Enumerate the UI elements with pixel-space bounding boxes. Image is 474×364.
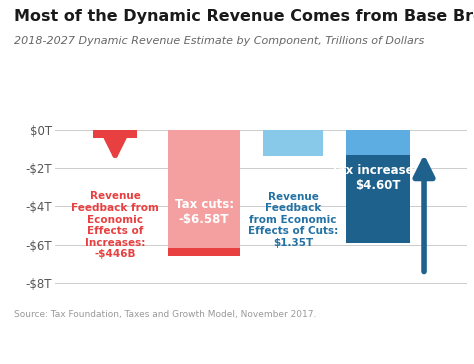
Text: TAX FOUNDATION: TAX FOUNDATION [9, 345, 133, 359]
Bar [93, 130, 137, 138]
Bar [168, 248, 240, 256]
Text: Tax cuts:
-$6.58T: Tax cuts: -$6.58T [174, 198, 234, 226]
Bar [168, 130, 240, 248]
Text: Most of the Dynamic Revenue Comes from Base Broadeners: Most of the Dynamic Revenue Comes from B… [14, 9, 474, 24]
Text: Revenue
Feedback
from Economic
Effects of Cuts:
$1.35T: Revenue Feedback from Economic Effects o… [248, 191, 338, 248]
Text: Tax increases:
$4.60T: Tax increases: $4.60T [331, 163, 425, 191]
Bar [346, 155, 410, 243]
Text: Source: Tax Foundation, Taxes and Growth Model, November 2017.: Source: Tax Foundation, Taxes and Growth… [14, 310, 317, 319]
Text: @TaxFoundation: @TaxFoundation [362, 345, 465, 359]
Text: Revenue
Feedback from
Economic
Effects of
Increases:
-$446B: Revenue Feedback from Economic Effects o… [71, 191, 159, 260]
Text: 2018-2027 Dynamic Revenue Estimate by Component, Trillions of Dollars: 2018-2027 Dynamic Revenue Estimate by Co… [14, 36, 425, 46]
Bar [346, 130, 410, 155]
Bar [263, 130, 323, 155]
